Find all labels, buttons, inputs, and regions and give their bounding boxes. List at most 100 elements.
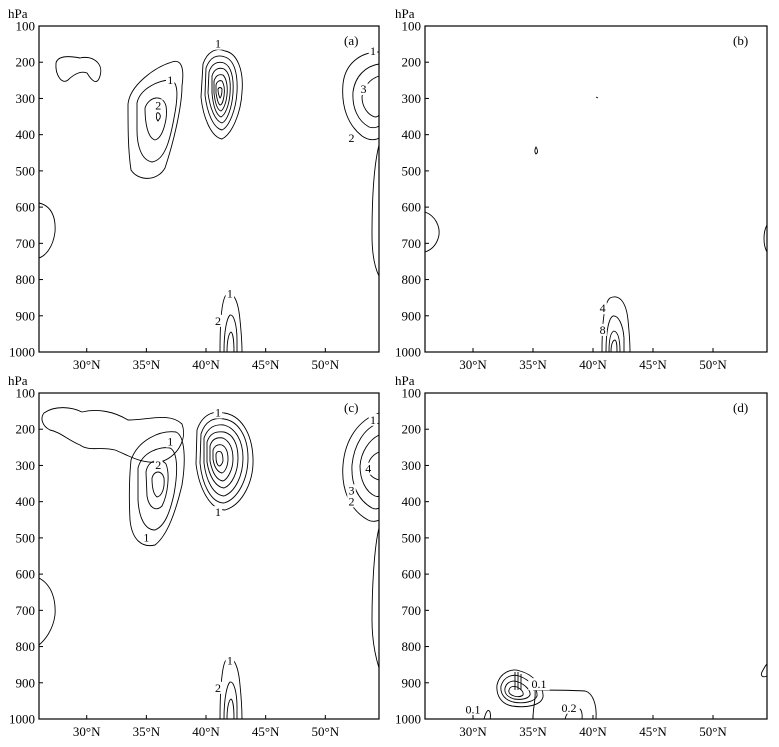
panel-d-contour xyxy=(504,680,531,700)
y-tick-label: 400 xyxy=(16,494,36,509)
y-tick-label: 900 xyxy=(16,308,36,323)
panel-b-y-axis: 100 200 300 400 500 600 700 800 900 1000 xyxy=(395,19,429,360)
contour-label: 0.1 xyxy=(466,703,481,717)
y-tick-label: 200 xyxy=(16,422,36,437)
contour-label-bg xyxy=(213,681,223,694)
contour-label-bg xyxy=(598,323,607,336)
panel-c-contour xyxy=(215,450,224,467)
y-tick-label: 1000 xyxy=(395,712,421,727)
contour-label-bg xyxy=(165,435,175,448)
y-tick-label: 200 xyxy=(402,55,422,70)
y-tick-label: 900 xyxy=(402,675,422,690)
x-tick-label: 35°N xyxy=(519,357,547,372)
y-tick-label: 200 xyxy=(16,55,36,70)
y-tick-label: 800 xyxy=(402,639,422,654)
panel-c-contours xyxy=(38,407,380,720)
contour-label-bg xyxy=(558,701,580,714)
y-tick-label: 300 xyxy=(402,458,422,473)
y-tick-label: 800 xyxy=(16,272,36,287)
y-tick-label: 900 xyxy=(16,675,36,690)
contour-label: 1 xyxy=(215,505,221,519)
panel-d-contour xyxy=(514,672,522,690)
panel-c-contour xyxy=(38,577,56,646)
contour-label-bg xyxy=(347,131,356,144)
x-tick-label: 30°N xyxy=(73,357,101,372)
y-tick-label: 400 xyxy=(16,127,36,142)
x-tick-label: 40°N xyxy=(579,724,607,739)
x-tick-label: 45°N xyxy=(252,724,280,739)
panel-c-label: (c) xyxy=(344,400,358,415)
y-tick-label: 100 xyxy=(16,386,36,401)
panel-c-contour xyxy=(226,698,235,720)
panel-a-contour xyxy=(127,60,184,179)
panel-a-contour xyxy=(213,74,228,112)
panel-c-contour xyxy=(128,431,185,547)
x-tick-label: 30°N xyxy=(459,357,487,372)
contour-label: 3 xyxy=(349,483,355,497)
contour-label-bg xyxy=(154,459,163,472)
x-tick-label: 50°N xyxy=(312,724,340,739)
panel-c-contour xyxy=(212,444,229,474)
panel-a-contour xyxy=(352,63,380,129)
contour-label: 2 xyxy=(155,98,161,112)
contour-label: 1 xyxy=(227,287,233,301)
contour-label-bg xyxy=(347,495,356,508)
contour-label: 1 xyxy=(143,531,149,545)
panel-d: hPa (d) 0.1 0.1 0.2 30°N 35°N 40°N 45°N 50°N 1… xyxy=(395,373,768,739)
panel-a-contours xyxy=(38,49,380,353)
contour-label-bg xyxy=(142,531,151,544)
contour-label: 4 xyxy=(600,301,606,315)
y-tick-label: 700 xyxy=(16,236,36,251)
panel-c-contour xyxy=(219,658,243,720)
contour-label-bg xyxy=(359,83,368,96)
contour-label: 3 xyxy=(360,82,366,96)
panel-a-frame xyxy=(38,25,380,353)
panel-c-contour xyxy=(199,418,249,504)
y-tick-label: 100 xyxy=(16,19,36,34)
x-tick-label: 30°N xyxy=(73,724,101,739)
panel-a-contour xyxy=(371,144,380,277)
x-tick-label: 40°N xyxy=(579,357,607,372)
panel-c-contour xyxy=(151,471,165,498)
y-tick-label: 800 xyxy=(402,272,422,287)
panel-b-contour xyxy=(601,296,631,353)
contour-label: 1 xyxy=(167,435,173,449)
contour-label: 2 xyxy=(155,458,161,472)
x-tick-label: 45°N xyxy=(252,357,280,372)
panel-d-y-axis: 100 200 300 400 500 600 700 800 900 1000 xyxy=(395,386,429,727)
y-tick-label: 600 xyxy=(16,200,36,215)
panel-b-contour xyxy=(534,146,538,155)
y-tick-label: 200 xyxy=(402,422,422,437)
panel-a-contour xyxy=(342,51,380,141)
y-tick-label: 600 xyxy=(16,567,36,582)
panel-d-contour xyxy=(760,663,768,678)
contour-label-bg xyxy=(368,44,378,57)
y-tick-label: 700 xyxy=(16,603,36,618)
contour-label-bg xyxy=(154,99,163,112)
panel-a-contour xyxy=(55,56,102,82)
contour-label-bg xyxy=(165,73,175,86)
panel-c-contour xyxy=(223,681,238,720)
contour-label: 8 xyxy=(600,323,606,337)
contour-label: 1 xyxy=(370,44,376,58)
x-tick-label: 40°N xyxy=(192,724,220,739)
panel-a-contour xyxy=(38,202,56,259)
contour-label-bg xyxy=(528,678,550,691)
y-tick-label: 300 xyxy=(402,91,422,106)
panel-b-contour xyxy=(424,211,440,253)
panel-a-contour xyxy=(204,55,238,131)
x-tick-label: 50°N xyxy=(699,724,727,739)
y-tick-label: 500 xyxy=(16,530,36,545)
panel-d-x-axis: 30°N 35°N 40°N 45°N 50°N xyxy=(459,715,727,739)
y-tick-label: 1000 xyxy=(9,345,35,360)
panel-a-ylabel: hPa xyxy=(8,6,28,21)
panel-a-contour xyxy=(155,112,161,122)
contour-label-bg xyxy=(225,654,235,667)
panel-a-contour xyxy=(215,80,225,106)
panel-d-contour-labels: 0.1 0.1 0.2 xyxy=(462,677,580,717)
panel-c-contour xyxy=(371,527,380,669)
panel-c-contour xyxy=(41,407,184,463)
panel-c-frame xyxy=(38,392,380,720)
